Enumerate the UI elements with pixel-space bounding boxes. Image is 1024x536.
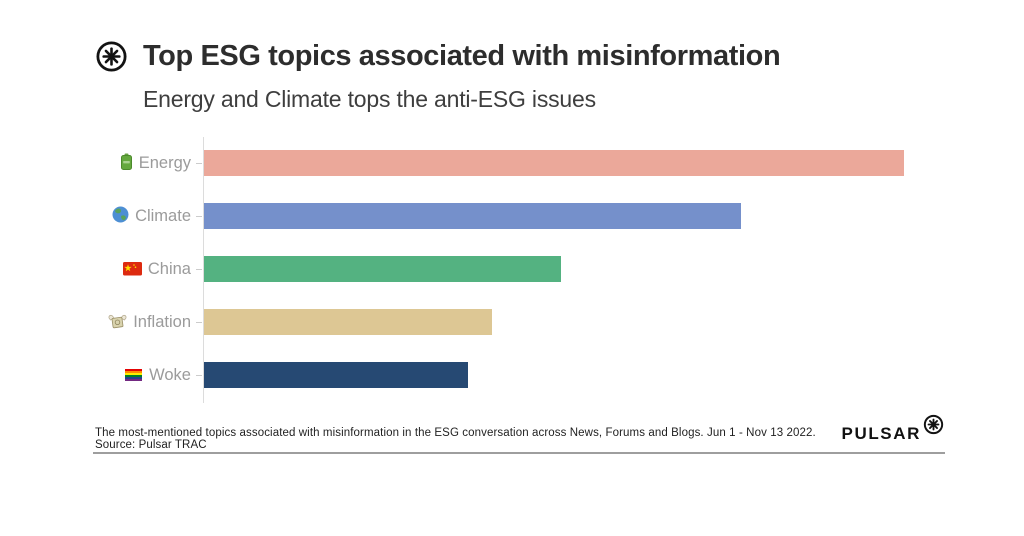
- bar-chart: Energy Climate China Inflation Woke: [0, 137, 1024, 407]
- footer-divider: [93, 452, 945, 454]
- globe-icon: [112, 205, 129, 231]
- bar-row: Climate: [0, 203, 1024, 229]
- y-axis-line: [203, 137, 204, 403]
- category-label-text: China: [147, 260, 191, 278]
- category-label-text: Climate: [135, 207, 191, 225]
- category-label-china: China: [0, 256, 191, 282]
- bar-row: Woke: [0, 362, 1024, 388]
- pulsar-starburst-icon: [95, 40, 128, 73]
- axis-tick: [196, 375, 202, 376]
- china-flag-icon: [122, 258, 142, 284]
- axis-tick: [196, 322, 202, 323]
- bar-row: Inflation: [0, 309, 1024, 335]
- chart-subtitle: Energy and Climate tops the anti-ESG iss…: [143, 86, 596, 112]
- header: Top ESG topics associated with misinform…: [95, 40, 781, 73]
- bar-climate: [204, 203, 741, 229]
- category-label-text: Energy: [138, 154, 191, 172]
- axis-tick: [196, 269, 202, 270]
- category-label-text: Inflation: [133, 313, 191, 331]
- bar-inflation: [204, 309, 492, 335]
- bar-row: China: [0, 256, 1024, 282]
- category-label-woke: Woke: [0, 362, 191, 388]
- bar-woke: [204, 362, 468, 388]
- battery-icon: [120, 152, 133, 178]
- category-label-climate: Climate: [0, 203, 191, 229]
- bar-china: [204, 256, 561, 282]
- axis-tick: [196, 163, 202, 164]
- category-label-inflation: Inflation: [0, 309, 191, 335]
- brand-wordmark: PULSAR: [841, 424, 921, 443]
- chart-caption: The most-mentioned topics associated wit…: [95, 427, 816, 451]
- chart-title: Top ESG topics associated with misinform…: [143, 40, 781, 72]
- category-label-energy: Energy: [0, 150, 191, 176]
- bar-energy: [204, 150, 904, 176]
- pulsar-starburst-icon: [923, 414, 944, 435]
- category-label-text: Woke: [149, 366, 191, 384]
- brand: PULSAR: [842, 414, 945, 444]
- money-with-wings-icon: [108, 311, 127, 337]
- rainbow-flag-icon: [124, 364, 143, 390]
- bar-row: Energy: [0, 150, 1024, 176]
- axis-tick: [196, 216, 202, 217]
